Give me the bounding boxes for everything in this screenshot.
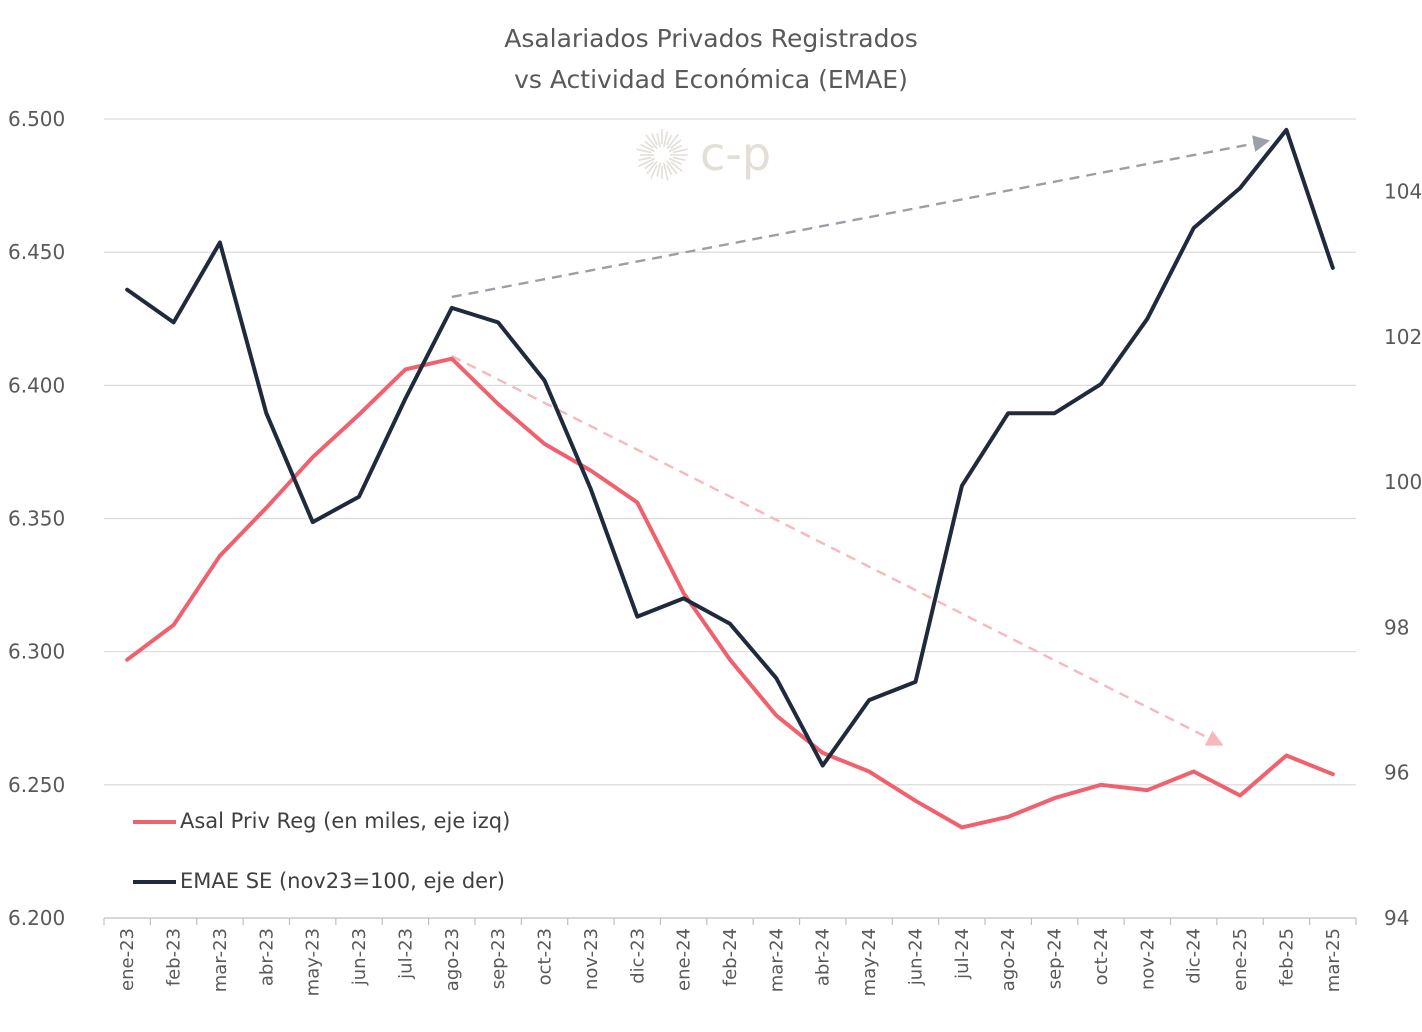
x-tick-label: may-23 [303, 928, 324, 996]
x-axis-ticks: ene-23 feb-23 mar-23 abr-23 may-23 jun-23 jul-… [117, 928, 1344, 996]
chart-title-line2: vs Actividad Económica (EMAE) [514, 65, 908, 94]
x-tick-label: sep-24 [1045, 928, 1066, 989]
series-line-emae [125, 127, 1335, 768]
logo-ray [638, 157, 656, 168]
x-tick-label: dic-24 [1184, 928, 1205, 984]
x-tick-label: sep-23 [488, 928, 509, 989]
x-tick-label: jun-24 [905, 928, 926, 986]
trend-arrow [451, 135, 1271, 299]
x-tick-label: ene-24 [674, 928, 695, 991]
legend: Asal Priv Reg (en miles, eje izq) EMAE S… [133, 809, 510, 893]
legend-label-emae: EMAE SE (nov23=100, eje der) [180, 869, 505, 893]
series-lines [125, 127, 1335, 830]
axes [103, 917, 1357, 925]
x-tick-label: mar-24 [766, 928, 787, 992]
y-left-tick-label: 6.450 [8, 240, 65, 264]
sun-logo-icon [636, 129, 688, 181]
x-tick-label: nov-24 [1137, 928, 1158, 990]
y-left-tick-label: 6.400 [8, 373, 65, 397]
x-tick-label: oct-23 [535, 928, 556, 985]
trend-arrows [451, 135, 1271, 746]
logo-ray [644, 161, 654, 170]
x-tick-label: mar-25 [1323, 928, 1344, 992]
logo-ray [666, 164, 673, 176]
y-right-tick-label: 98 [1384, 615, 1409, 639]
logo-ray [656, 133, 661, 148]
logo-ray [644, 140, 654, 149]
watermark-logo: c-p [636, 127, 771, 181]
x-tick-label: ene-23 [117, 928, 138, 991]
trend-arrow [451, 354, 1224, 746]
logo-ray [646, 160, 658, 175]
x-tick-label: dic-23 [627, 928, 648, 984]
logo-ray [670, 161, 683, 172]
x-tick-label: abr-24 [813, 928, 834, 986]
logo-ray [650, 133, 658, 146]
logo-ray [663, 131, 669, 148]
x-tick-label: jun-23 [349, 928, 370, 986]
x-tick-label: ago-23 [442, 928, 463, 991]
logo-ray [672, 156, 686, 162]
y-right-tick-label: 96 [1384, 761, 1409, 785]
chart-title-line1: Asalariados Privados Registrados [504, 24, 918, 53]
x-tick-label: jul-24 [952, 928, 973, 980]
x-tick-label: feb-24 [720, 928, 741, 986]
logo-ray [666, 160, 678, 175]
logo-ray [668, 157, 683, 166]
y-right-tick-label: 100 [1384, 470, 1422, 494]
series-line-asal [125, 356, 1335, 830]
y-left-tick-label: 6.200 [8, 906, 65, 930]
x-tick-label: may-24 [859, 928, 880, 996]
x-tick-label: abr-23 [256, 928, 277, 986]
x-tick-label: jul-23 [395, 928, 416, 980]
y-right-tick-label: 94 [1384, 906, 1409, 930]
x-tick-label: oct-24 [1091, 928, 1112, 985]
logo-ray [666, 134, 673, 146]
logo-ray [663, 162, 669, 181]
y-left-tick-label: 6.250 [8, 773, 65, 797]
logo-ray [636, 148, 652, 154]
x-tick-label: feb-23 [164, 928, 185, 986]
logo-ray [645, 134, 658, 150]
logo-ray [640, 143, 656, 153]
x-tick-label: ene-25 [1230, 928, 1251, 991]
logo-ray [638, 156, 652, 162]
logo-ray [666, 134, 679, 150]
x-tick-label: mar-23 [210, 928, 231, 992]
y-right-tick-label: 102 [1384, 325, 1422, 349]
y-right-tick-label: 104 [1384, 180, 1422, 204]
y-left-tick-label: 6.350 [8, 507, 65, 531]
logo-ray [656, 162, 661, 177]
x-tick-label: feb-25 [1276, 928, 1297, 986]
watermark-text: c-p [700, 127, 771, 181]
logo-ray [672, 148, 688, 154]
x-tick-label: ago-24 [998, 928, 1019, 991]
x-tick-label: nov-23 [581, 928, 602, 990]
y-axis-left-ticks: 6.200 6.250 6.300 6.350 6.400 6.450 6.500 [8, 107, 65, 930]
logo-ray [668, 144, 683, 153]
y-left-tick-label: 6.300 [8, 640, 65, 664]
y-left-tick-label: 6.500 [8, 107, 65, 131]
gridlines [104, 118, 1356, 786]
logo-ray [649, 164, 658, 179]
y-axis-right-ticks: 94 96 98 100 102 104 [1384, 180, 1422, 930]
logo-ray [670, 139, 682, 149]
legend-label-asal: Asal Priv Reg (en miles, eje izq) [180, 809, 510, 833]
